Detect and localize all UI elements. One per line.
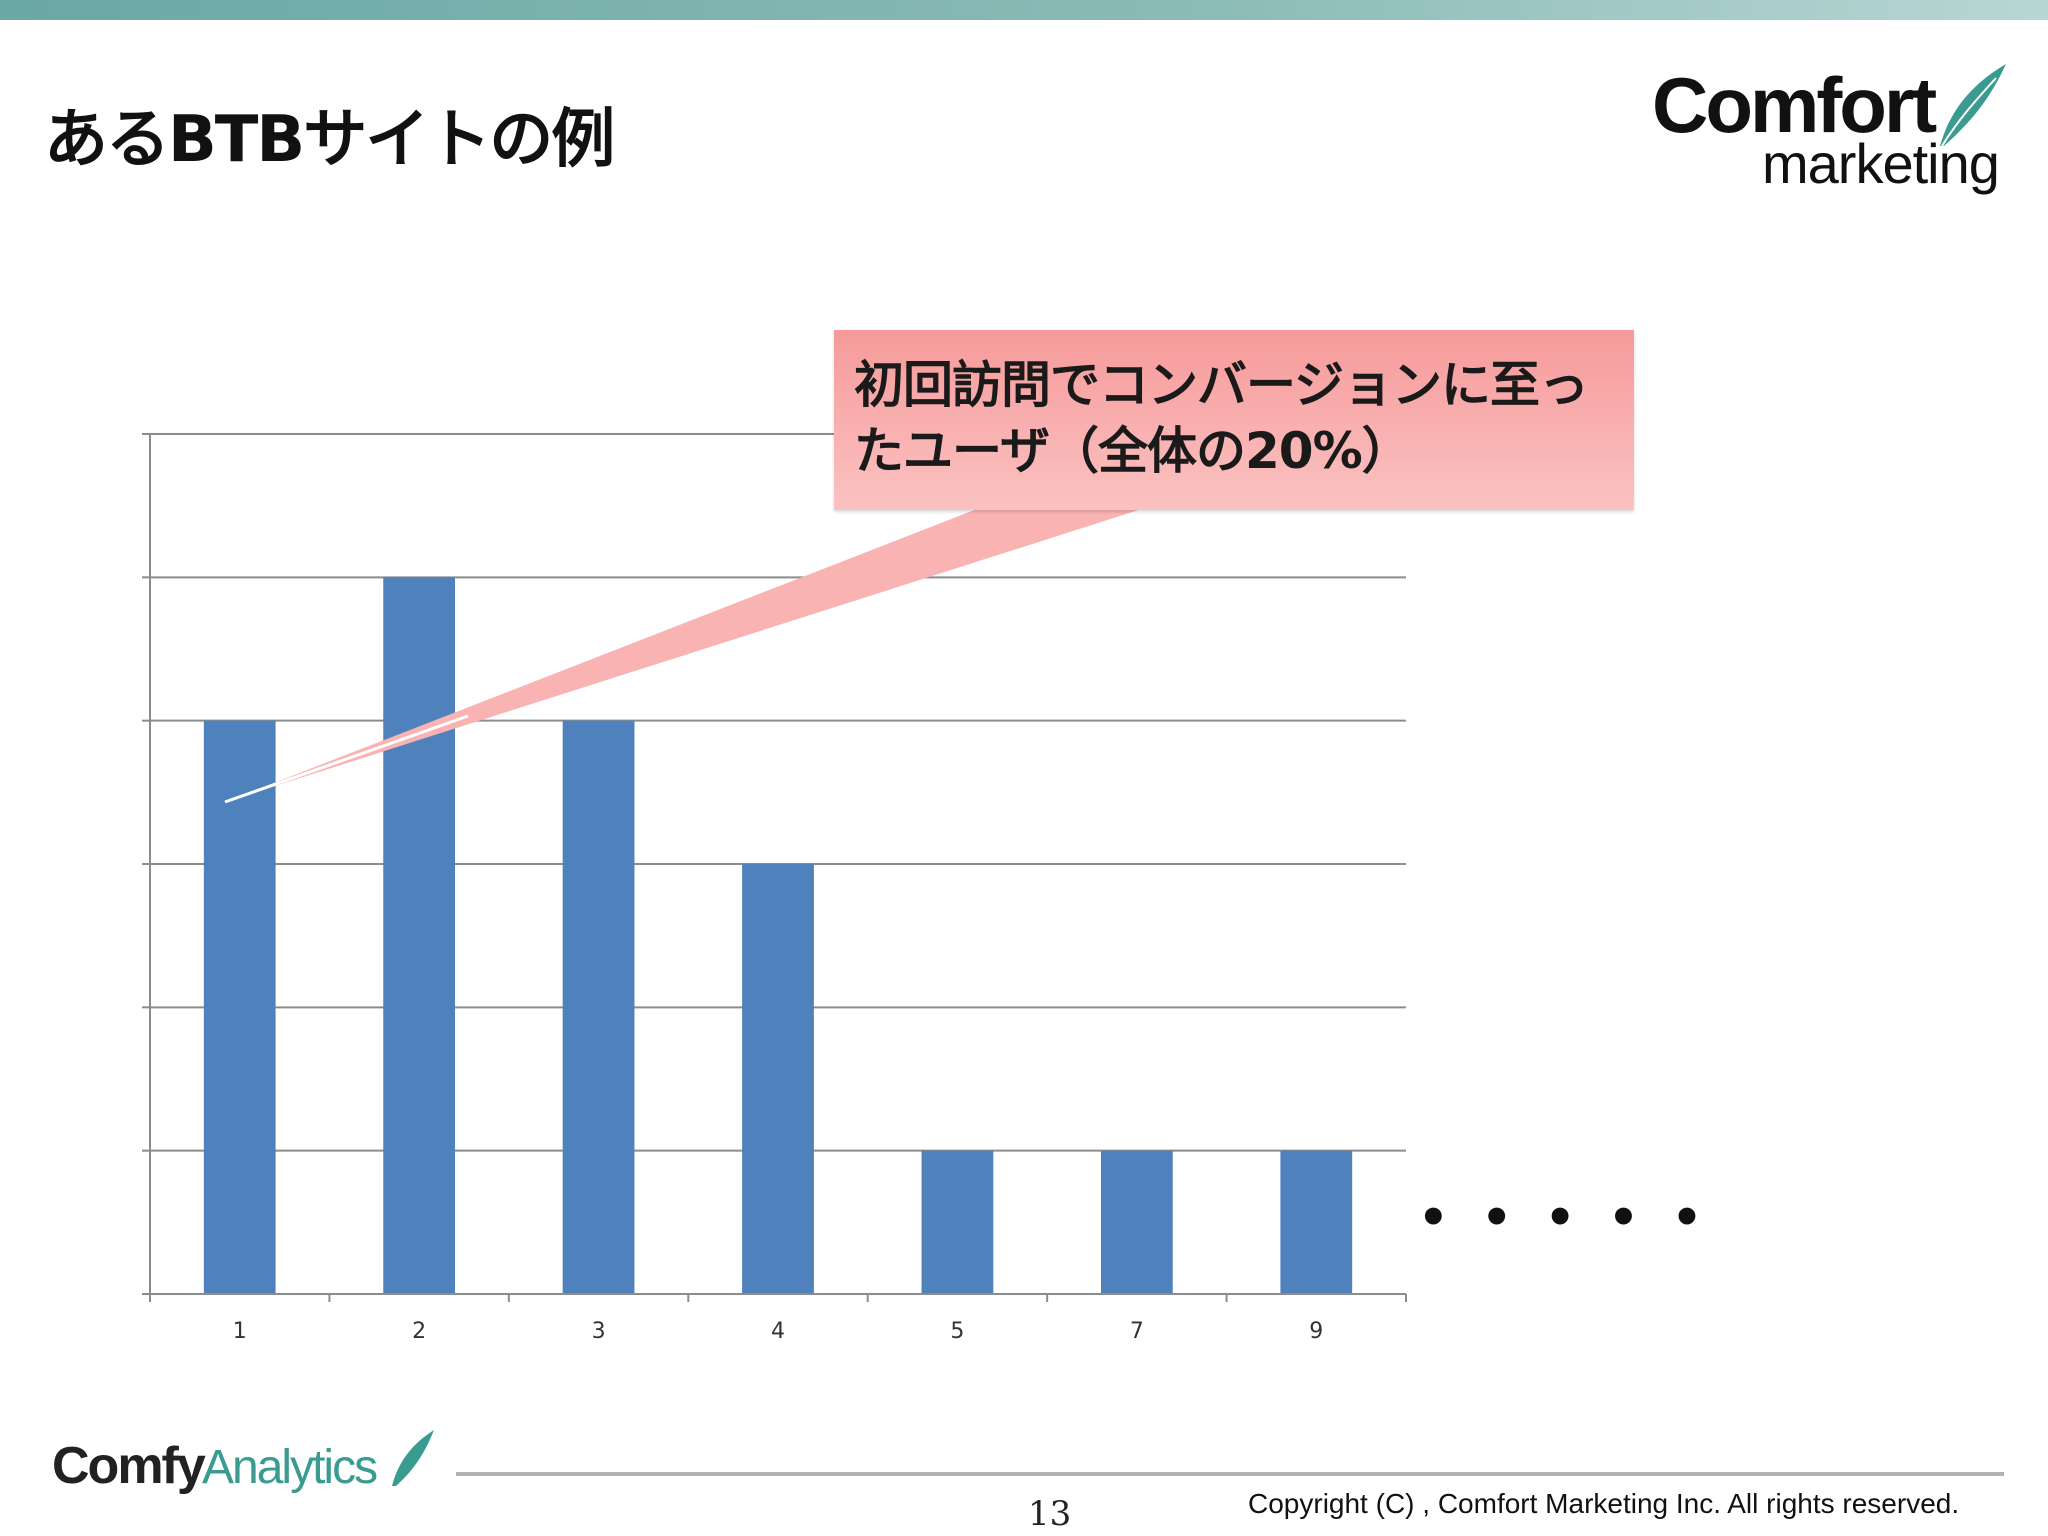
bar-4 [742, 864, 814, 1294]
callout-pointer-edge [224, 714, 469, 804]
x-tick-label: 4 [771, 1319, 785, 1344]
top-accent-bar [0, 0, 2048, 20]
bar-1 [203, 720, 276, 1294]
logo-word-analytics: Analytics [202, 1441, 378, 1494]
x-tick-label: 1 [233, 1319, 247, 1344]
bar-chart: 1 2 3 4 5 7 9 [142, 433, 1407, 1344]
bar-7 [1100, 1150, 1173, 1294]
bar-5 [921, 1150, 994, 1294]
x-tick-labels: 1 2 3 4 5 7 9 [233, 1319, 1324, 1344]
leaf-icon [1940, 64, 2006, 147]
footer-divider [456, 1472, 2004, 1476]
callout-box: 初回訪問でコンバージョンに至ったユーザ（全体の20%） [834, 330, 1634, 510]
continuation-dots: • • • • • [1418, 1190, 1711, 1246]
x-tick-label: 9 [1309, 1319, 1323, 1344]
bar-3 [562, 720, 635, 1294]
x-tick-label: 5 [950, 1319, 964, 1344]
bar-2 [383, 577, 456, 1294]
callout-pointer [225, 500, 1170, 802]
logo-word-marketing: marketing [1762, 132, 2000, 195]
comfy-analytics-logo: Comfy Analytics [52, 1428, 452, 1508]
comfort-marketing-logo: Comfort marketing [1650, 60, 2020, 210]
page-number: 13 [1028, 1494, 1072, 1534]
x-tick-label: 7 [1130, 1319, 1144, 1344]
x-tick-label: 3 [592, 1319, 606, 1344]
x-tick-label: 2 [412, 1319, 426, 1344]
axes [142, 433, 1407, 1302]
logo-word-comfort: Comfort [1652, 61, 1937, 149]
bars [203, 577, 1353, 1294]
callout-text: 初回訪問でコンバージョンに至ったユーザ（全体の20%） [854, 356, 1589, 480]
leaf-icon [392, 1430, 434, 1486]
slide-title: あるBTBサイトの例 [44, 103, 615, 177]
bar-9 [1280, 1150, 1353, 1294]
logo-word-comfy: Comfy [52, 1437, 206, 1495]
copyright-text: Copyright (C) , Comfort Marketing Inc. A… [1248, 1488, 1960, 1519]
